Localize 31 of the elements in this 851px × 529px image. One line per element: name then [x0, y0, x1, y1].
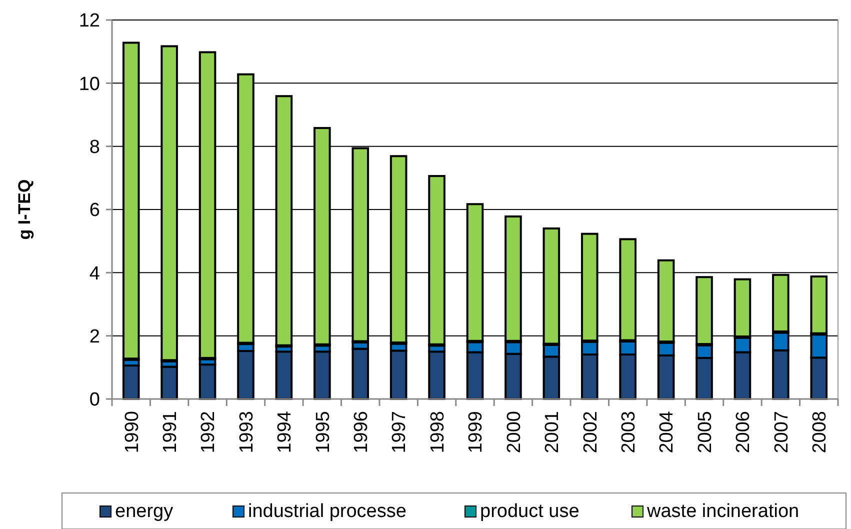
x-tick-label: 1991	[160, 411, 181, 454]
y-tick-label: 0	[89, 390, 100, 411]
x-tick-label: 1997	[389, 411, 410, 454]
legend-label: industrial processe	[248, 501, 406, 522]
y-tick-label: 10	[78, 74, 100, 95]
x-tick-label: 2001	[542, 411, 564, 454]
x-tick-label: 2004	[656, 410, 678, 454]
legend-label: waste incineration	[646, 501, 800, 522]
x-tick-label: 2006	[733, 411, 754, 454]
x-tick-label: 2002	[580, 411, 602, 454]
x-tick-label: 1994	[274, 410, 296, 454]
y-tick-label: 2	[89, 326, 100, 348]
x-tick-label: 2003	[618, 411, 640, 454]
x-tick-label: 2007	[771, 411, 792, 454]
x-tick-label: 2005	[694, 411, 716, 454]
x-tick-label: 2008	[810, 411, 831, 454]
y-axis-title: g I-TEQ	[15, 179, 34, 240]
legend-label: product use	[480, 501, 580, 522]
legend-label: energy	[115, 501, 174, 522]
y-tick-label: 8	[89, 136, 100, 158]
x-tick-label: 1998	[427, 411, 448, 454]
x-tick-label: 1993	[236, 411, 258, 454]
y-tick-label: 12	[78, 10, 100, 32]
x-tick-label: 1992	[198, 411, 220, 454]
x-tick-label: 2000	[504, 411, 525, 454]
y-tick-label: 4	[89, 263, 100, 284]
x-tick-label: 1999	[466, 411, 487, 454]
x-tick-label: 1995	[312, 411, 334, 454]
x-tick-label: 1996	[351, 411, 372, 454]
y-tick-label: 6	[89, 200, 100, 222]
x-tick-label: 1990	[122, 411, 143, 454]
